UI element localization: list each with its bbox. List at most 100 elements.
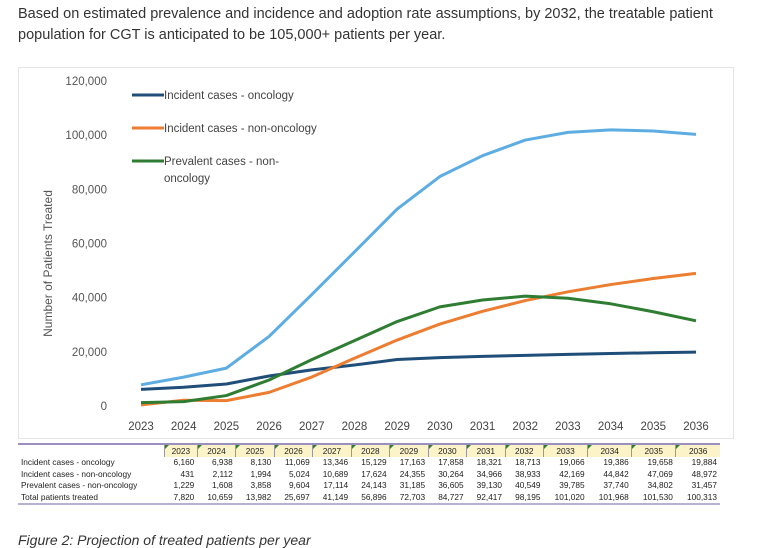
- table-cell: 39,785: [559, 480, 585, 491]
- table-cell: 31,457: [691, 480, 717, 491]
- table-cell: 101,968: [598, 491, 629, 502]
- series-line-incident-cases-non-oncology: [140, 271, 697, 407]
- table-cell: 30,264: [438, 468, 464, 479]
- x-tick-label: 2027: [299, 421, 325, 433]
- row-label: Total patients treated: [21, 491, 99, 502]
- table-cell: 18,321: [476, 457, 503, 468]
- table-year-header: 2028: [350, 444, 390, 457]
- table-cell: 1,994: [250, 468, 272, 479]
- table-cell: 13,346: [322, 457, 349, 468]
- table-cell: 38,933: [515, 468, 541, 479]
- table-cell: 100,313: [687, 491, 717, 502]
- legend-label: oncology: [164, 173, 210, 185]
- table-cell: 36,605: [438, 480, 464, 491]
- legend-label: Prevalent cases - non-: [164, 156, 279, 168]
- x-tick-label: 2033: [555, 421, 581, 433]
- table-cell: 42,169: [559, 468, 585, 479]
- table-cell: 1,229: [173, 480, 195, 491]
- row-label: Incident cases - oncology: [21, 457, 115, 468]
- table-cell: 17,163: [399, 457, 426, 468]
- table-cell: 1,608: [212, 480, 233, 491]
- table-cell: 13,982: [245, 491, 272, 502]
- table-cell: 17,114: [323, 480, 349, 491]
- legend-label: Incident cases - oncology: [164, 90, 294, 102]
- table-cell: 18,713: [515, 457, 541, 468]
- figure-caption: Figure 2: Projection of treated patients…: [18, 532, 311, 548]
- table-year-header: 2031: [466, 444, 506, 457]
- x-tick-label: 2032: [512, 421, 538, 433]
- table-cell: 41,149: [322, 491, 349, 502]
- table-cell: 24,143: [361, 480, 387, 491]
- table-cell: 11,069: [284, 457, 310, 468]
- table-cell: 17,624: [361, 468, 387, 479]
- legend-label: Incident cases - non-oncology: [164, 123, 317, 135]
- table-cell: 56,896: [361, 491, 387, 502]
- x-tick-label: 2024: [171, 421, 197, 433]
- y-tick-label: 20,000: [72, 347, 107, 359]
- table-cell: 6,938: [212, 457, 233, 468]
- table-cell: 10,689: [322, 468, 349, 479]
- table-row: Incident cases - oncology 6,160 6,938 8,130…: [18, 457, 720, 469]
- table-cell: 40,549: [515, 480, 541, 491]
- series-line-total-patients-treated: [140, 128, 697, 387]
- table-year-header: 2034: [587, 444, 632, 457]
- table-year-header: 2026: [273, 444, 313, 457]
- table-year-header: 2030: [427, 444, 467, 457]
- table-cell: 25,697: [284, 491, 310, 502]
- table-cell: 17,858: [438, 457, 464, 468]
- table-year-header: 2035: [631, 444, 676, 457]
- table-header-row: 2023 2024 2025 2026 2027 2028 2029 2030 2031 2032…: [18, 444, 720, 457]
- table-cell: 37,740: [603, 480, 629, 491]
- table-cell: 31,185: [399, 480, 426, 491]
- x-tick-label: 2026: [256, 421, 282, 433]
- table-year-header: 2025: [235, 444, 275, 457]
- intro-text: Based on estimated prevalence and incide…: [18, 6, 713, 43]
- table-cell: 10,659: [207, 491, 233, 502]
- table-year-header: 2029: [389, 444, 429, 457]
- table-cell: 5,024: [288, 468, 310, 479]
- table-cell: 98,195: [515, 491, 541, 502]
- row-label: Incident cases - non-oncology: [21, 468, 132, 479]
- y-tick-label: 80,000: [72, 184, 107, 196]
- y-tick-label: 0: [101, 401, 107, 413]
- table-cell: 2,112: [212, 468, 233, 479]
- y-tick-label: 40,000: [72, 293, 107, 305]
- x-tick-label: 2034: [598, 421, 624, 433]
- table-year-header: 2032: [504, 444, 544, 457]
- table-row: Prevalent cases - non-oncology 1,229 1,608…: [18, 480, 720, 492]
- table-cell: 34,966: [476, 468, 503, 479]
- table-cell: 24,355: [399, 468, 426, 479]
- table-row: Total patients treated 7,820 10,659 13,982 2…: [18, 491, 720, 504]
- table-cell: 19,884: [691, 457, 717, 468]
- x-tick-label: 2036: [683, 421, 709, 433]
- table-year-header: 2024: [196, 444, 236, 457]
- y-tick-label: 60,000: [72, 239, 107, 251]
- table-cell: 92,417: [476, 491, 503, 502]
- table-cell: 84,727: [438, 491, 464, 502]
- x-tick-label: 2028: [342, 421, 368, 433]
- row-label: Prevalent cases - non-oncology: [21, 480, 138, 491]
- table-cell: 9,604: [288, 480, 310, 491]
- table-year-header: 2027: [312, 444, 352, 457]
- data-table: 2023 2024 2025 2026 2027 2028 2029 2030 2031 2032…: [18, 443, 720, 505]
- table-cell: 7,820: [173, 491, 195, 502]
- x-tick-label: 2029: [384, 421, 410, 433]
- table-cell: 3,858: [250, 480, 272, 491]
- x-tick-label: 2025: [214, 421, 240, 433]
- table-cell: 47,069: [647, 468, 673, 479]
- series-line-incident-cases-oncology: [140, 350, 697, 391]
- table-cell: 34,802: [647, 480, 673, 491]
- table-cell: 44,842: [603, 468, 629, 479]
- table-cell: 19,658: [647, 457, 673, 468]
- line-chart: 0 20,000 40,000 60,000 80,000 100,000 120,000 2…: [18, 67, 734, 439]
- table-cell: 6,160: [173, 457, 195, 468]
- table-corner: [18, 444, 165, 457]
- table-cell: 19,066: [559, 457, 585, 468]
- table-year-header: 2036: [675, 444, 720, 457]
- table-cell: 19,386: [603, 457, 629, 468]
- chart-svg: 0 20,000 40,000 60,000 80,000 100,000 120,000 2…: [41, 76, 709, 433]
- y-tick-label: 120,000: [65, 76, 107, 88]
- table-cell: 8,130: [250, 457, 272, 468]
- x-tick-label: 2035: [641, 421, 667, 433]
- table-year-header: 2023: [164, 444, 198, 457]
